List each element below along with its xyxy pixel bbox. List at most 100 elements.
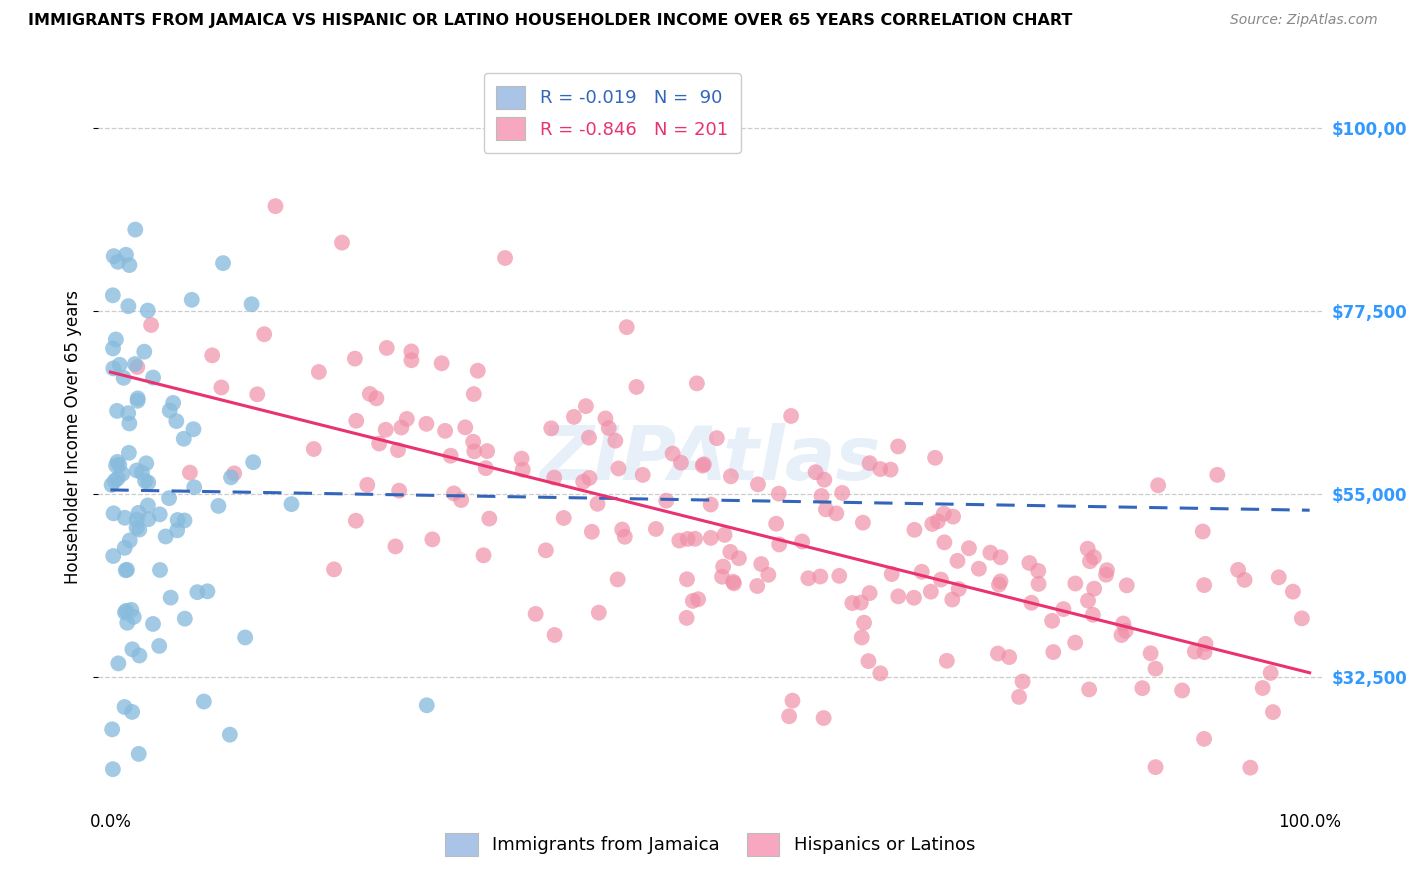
Point xyxy=(224,467,246,481)
Point xyxy=(104,474,127,488)
Point xyxy=(655,493,678,508)
Point xyxy=(711,559,734,574)
Point xyxy=(605,434,627,448)
Point xyxy=(180,293,202,307)
Point xyxy=(124,222,146,236)
Point xyxy=(112,371,135,385)
Point xyxy=(859,586,882,600)
Point xyxy=(1144,760,1167,774)
Point xyxy=(114,510,136,524)
Point xyxy=(114,541,136,555)
Point xyxy=(415,417,437,431)
Point xyxy=(948,582,970,596)
Point xyxy=(173,612,195,626)
Point xyxy=(588,606,610,620)
Point xyxy=(118,417,141,431)
Point xyxy=(957,541,980,556)
Point xyxy=(825,507,848,521)
Point xyxy=(1184,644,1206,658)
Point xyxy=(942,509,965,524)
Point xyxy=(388,483,411,498)
Point xyxy=(467,364,489,378)
Point xyxy=(831,486,853,500)
Point xyxy=(575,399,598,413)
Point xyxy=(105,455,128,469)
Point xyxy=(935,654,957,668)
Point xyxy=(114,606,136,620)
Point xyxy=(553,511,575,525)
Point xyxy=(941,592,963,607)
Point xyxy=(934,535,956,549)
Point xyxy=(128,523,150,537)
Point xyxy=(1018,556,1040,570)
Point xyxy=(880,567,903,582)
Point xyxy=(1021,596,1043,610)
Point xyxy=(374,423,396,437)
Point xyxy=(127,392,149,406)
Point xyxy=(1115,624,1137,638)
Point xyxy=(782,693,804,707)
Point xyxy=(134,474,156,488)
Text: ZIPAtlas: ZIPAtlas xyxy=(540,423,880,496)
Point xyxy=(389,420,412,434)
Point xyxy=(631,467,654,482)
Point xyxy=(165,414,187,428)
Point xyxy=(233,631,256,645)
Point xyxy=(797,571,820,585)
Point xyxy=(125,463,148,477)
Point xyxy=(148,639,170,653)
Point xyxy=(101,342,124,356)
Text: Source: ZipAtlas.com: Source: ZipAtlas.com xyxy=(1230,13,1378,28)
Point xyxy=(852,516,875,530)
Point xyxy=(606,573,628,587)
Point xyxy=(136,303,159,318)
Point xyxy=(967,562,990,576)
Point xyxy=(946,554,969,568)
Point xyxy=(1291,611,1313,625)
Point xyxy=(308,365,330,379)
Point xyxy=(676,572,699,586)
Point xyxy=(302,442,325,456)
Point xyxy=(676,532,699,546)
Point xyxy=(721,574,744,589)
Point xyxy=(778,709,800,723)
Point xyxy=(183,422,205,436)
Point xyxy=(114,563,136,577)
Point xyxy=(1144,662,1167,676)
Point xyxy=(240,297,263,311)
Point xyxy=(344,514,367,528)
Point xyxy=(1194,637,1216,651)
Point xyxy=(125,521,148,535)
Point xyxy=(768,486,790,500)
Point xyxy=(117,299,139,313)
Point xyxy=(157,491,180,505)
Point xyxy=(1191,524,1213,539)
Point xyxy=(512,463,534,477)
Point xyxy=(454,420,477,434)
Point xyxy=(578,431,600,445)
Point xyxy=(101,723,124,737)
Point xyxy=(118,446,141,460)
Point xyxy=(713,528,735,542)
Point xyxy=(127,359,149,374)
Point xyxy=(463,387,485,401)
Point xyxy=(780,409,803,423)
Point xyxy=(686,376,709,391)
Point xyxy=(562,409,585,424)
Point xyxy=(1171,683,1194,698)
Point xyxy=(998,650,1021,665)
Point xyxy=(474,461,496,475)
Point xyxy=(543,470,565,484)
Point xyxy=(166,524,188,538)
Point xyxy=(718,545,741,559)
Point xyxy=(1077,593,1099,607)
Point xyxy=(173,432,195,446)
Point xyxy=(849,596,872,610)
Point xyxy=(828,569,851,583)
Point xyxy=(193,694,215,708)
Point xyxy=(668,533,690,548)
Point xyxy=(197,584,219,599)
Point xyxy=(323,562,346,576)
Point xyxy=(911,565,934,579)
Point xyxy=(792,534,814,549)
